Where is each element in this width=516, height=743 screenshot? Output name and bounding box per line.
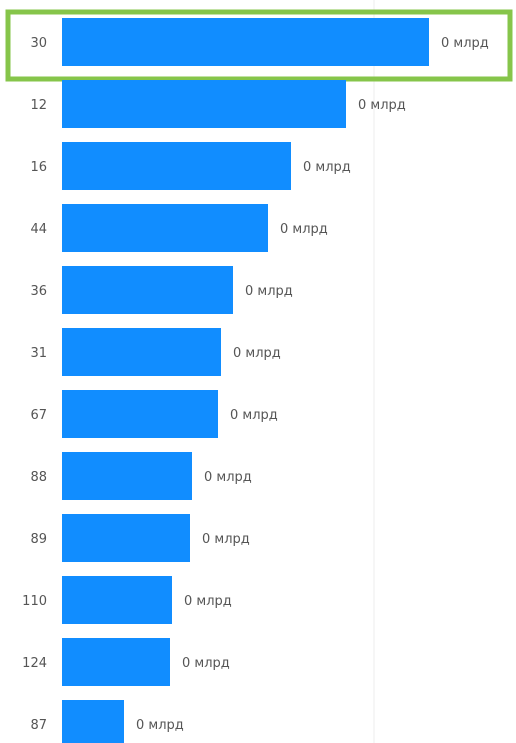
- data-label: 0 млрд: [441, 36, 489, 51]
- data-label: 0 млрд: [184, 594, 232, 609]
- category-label: 124: [22, 656, 47, 671]
- bar: [62, 638, 170, 686]
- data-label: 0 млрд: [230, 408, 278, 423]
- category-label: 44: [30, 222, 47, 237]
- category-label: 16: [30, 160, 47, 175]
- bar: [62, 390, 218, 438]
- bar-selected: [62, 18, 429, 66]
- bar: [62, 142, 291, 190]
- data-label: 0 млрд: [204, 470, 252, 485]
- bar: [62, 452, 192, 500]
- data-label: 0 млрд: [245, 284, 293, 299]
- category-label: 110: [22, 594, 47, 609]
- bar: [62, 700, 124, 743]
- bar: [62, 204, 268, 252]
- category-label: 67: [30, 408, 47, 423]
- category-label: 12: [30, 98, 47, 113]
- data-label: 0 млрд: [233, 346, 281, 361]
- bar: [62, 328, 221, 376]
- data-label: 0 млрд: [202, 532, 250, 547]
- category-label: 89: [30, 532, 47, 547]
- category-label: 87: [30, 718, 47, 733]
- data-label: 0 млрд: [182, 656, 230, 671]
- bar: [62, 80, 346, 128]
- bar: [62, 514, 190, 562]
- data-label: 0 млрд: [358, 98, 406, 113]
- category-label: 30: [30, 36, 47, 51]
- bar: [62, 266, 233, 314]
- selection-highlight: [5, 9, 513, 82]
- bar: [62, 576, 172, 624]
- data-label: 0 млрд: [280, 222, 328, 237]
- data-label: 0 млрд: [303, 160, 351, 175]
- category-label: 88: [30, 470, 47, 485]
- data-label: 0 млрд: [136, 718, 184, 733]
- category-label: 36: [30, 284, 47, 299]
- category-label: 31: [30, 346, 47, 361]
